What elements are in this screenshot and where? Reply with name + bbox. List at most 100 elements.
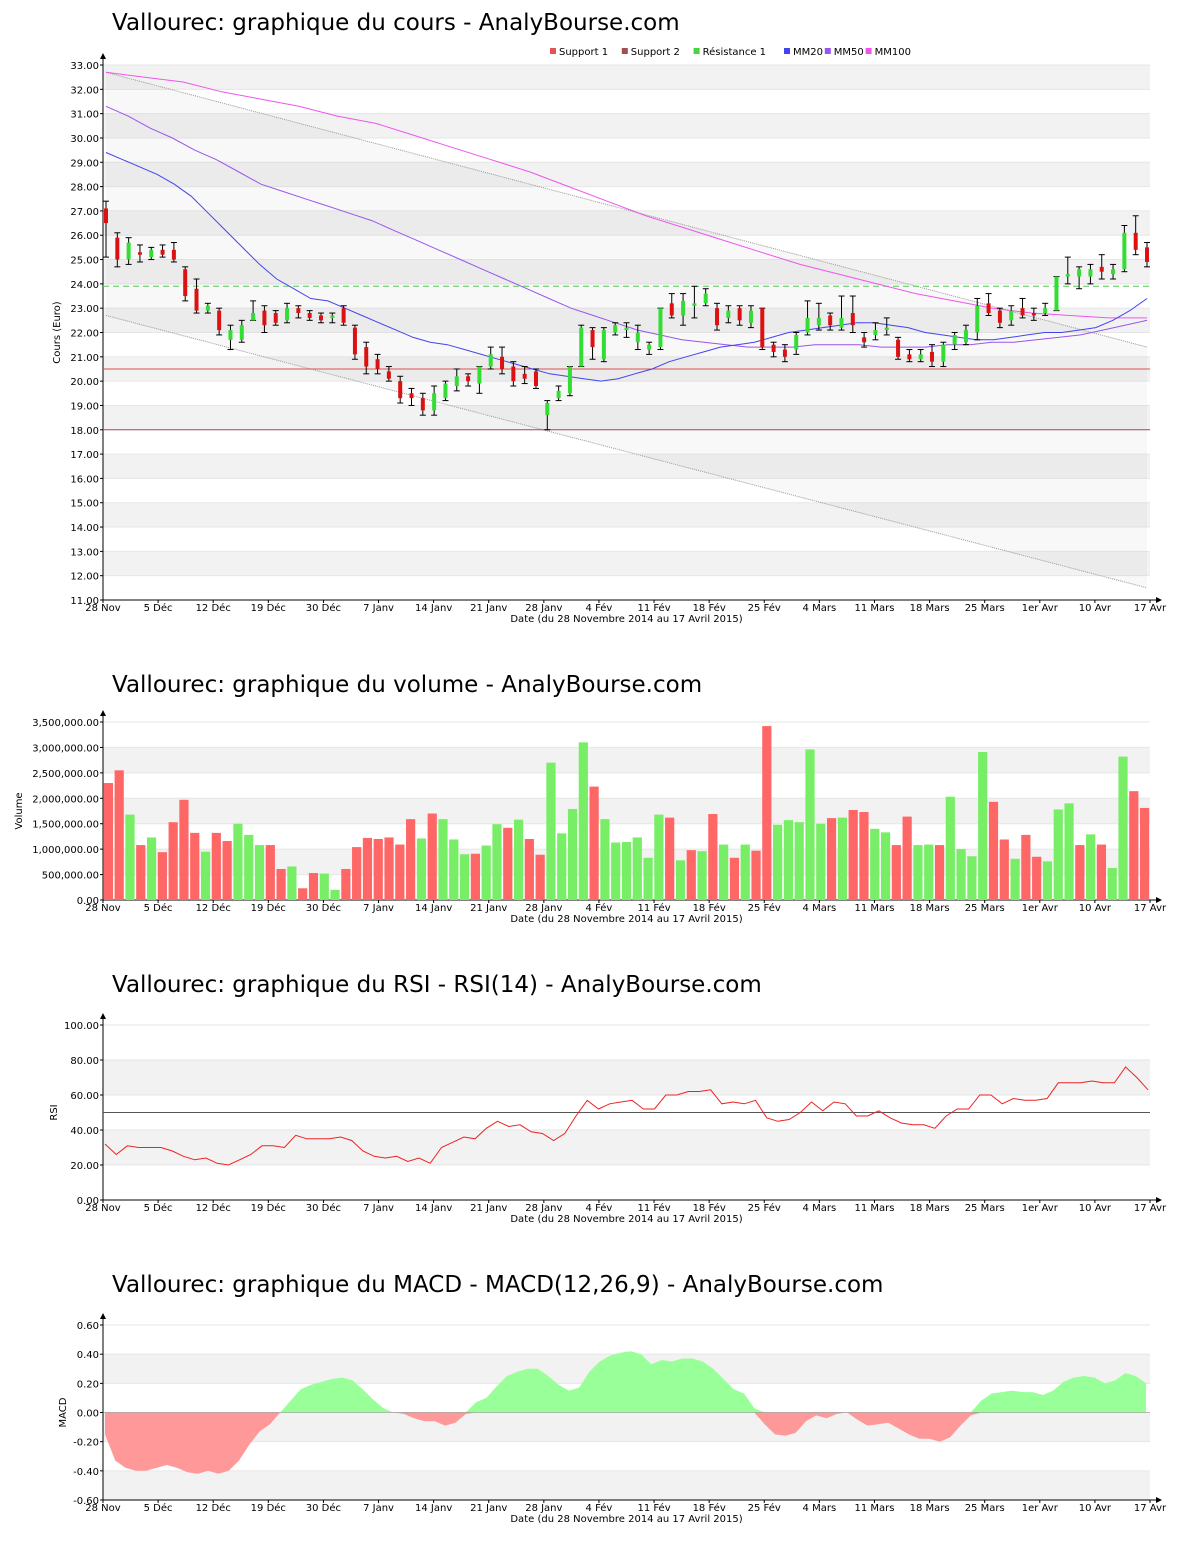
- macd-chart-panel: Vallourec: graphique du MACD - MACD(12,2…: [0, 1260, 1200, 1550]
- volume-bar: [352, 847, 362, 900]
- price-candle-body: [884, 327, 889, 331]
- volume-x-tick-label: 19 Déc: [251, 902, 286, 914]
- price-candle-body: [692, 303, 697, 306]
- volume-bar: [924, 844, 934, 900]
- volume-x-tick-label: 30 Déc: [306, 902, 341, 914]
- price-candle-body: [579, 327, 584, 367]
- volume-bar: [999, 839, 1009, 900]
- price-x-axis-arrow: [1156, 597, 1162, 603]
- price-candle-body: [251, 313, 256, 321]
- rsi-x-tick-label: 5 Déc: [144, 1202, 173, 1214]
- price-candle-body: [590, 330, 595, 348]
- volume-bar: [503, 827, 513, 900]
- macd-x-tick-label: 18 Fév: [693, 1502, 726, 1514]
- volume-x-axis-label: Date (du 28 Novembre 2014 au 17 Avril 20…: [510, 914, 742, 925]
- price-x-tick-label: 5 Déc: [144, 602, 173, 614]
- price-grid-band: [103, 454, 1150, 479]
- price-trend-upper-line: [105, 71, 1148, 348]
- macd-y-tick-label: 0.00: [77, 1409, 99, 1420]
- volume-bar: [254, 845, 265, 900]
- volume-y-axis-arrow: [100, 710, 106, 716]
- macd-x-tick-label: 4 Mars: [803, 1503, 837, 1514]
- rsi-x-tick-label: 18 Mars: [910, 1203, 950, 1214]
- volume-bar: [535, 854, 545, 900]
- price-candle-body: [1043, 308, 1048, 314]
- price-x-tick-label: 1er Avr: [1022, 603, 1059, 614]
- macd-x-tick-label: 28 Janv: [525, 1503, 562, 1514]
- volume-x-tick-label: 18 Mars: [910, 903, 950, 914]
- price-candle-body: [511, 366, 516, 382]
- price-x-tick-label: 17 Avr: [1134, 603, 1167, 614]
- volume-bar: [1075, 845, 1085, 900]
- price-legend-label: MM50: [834, 47, 864, 58]
- price-candle-body: [466, 376, 471, 382]
- rsi-x-tick-label: 4 Fév: [586, 1202, 613, 1214]
- volume-bar: [298, 888, 308, 900]
- price-legend-label: Résistance 1: [703, 46, 766, 58]
- macd-x-tick-label: 28 Nov: [85, 1503, 121, 1514]
- price-legend-swatch: [693, 48, 700, 54]
- price-x-tick-label: 28 Nov: [85, 603, 121, 614]
- price-legend-swatch: [621, 48, 628, 54]
- price-candle-body: [409, 393, 414, 399]
- volume-bar: [244, 834, 254, 900]
- macd-grid-band: [103, 1412, 1150, 1442]
- price-candle-body: [1133, 232, 1138, 250]
- rsi-x-tick-label: 28 Nov: [85, 1203, 121, 1214]
- volume-y-tick-label: 1,000,000.00: [32, 845, 99, 856]
- rsi-x-tick-label: 19 Déc: [251, 1202, 286, 1214]
- price-candle-body: [1077, 269, 1082, 277]
- price-candle-body: [624, 327, 629, 331]
- rsi-x-tick-label: 17 Avr: [1134, 1203, 1167, 1214]
- price-legend-label: MM20: [793, 47, 823, 58]
- rsi-x-tick-label: 4 Mars: [803, 1203, 837, 1214]
- volume-bar: [1140, 807, 1150, 900]
- price-y-tick-label: 30.00: [70, 134, 99, 145]
- price-x-tick-label: 11 Fév: [637, 602, 670, 614]
- volume-bar: [546, 762, 556, 900]
- volume-bar: [276, 868, 286, 900]
- macd-y-tick-label: -0.20: [73, 1438, 99, 1449]
- volume-bar: [934, 845, 945, 900]
- price-mm20-line: [105, 152, 1148, 382]
- rsi-x-tick-label: 12 Déc: [196, 1202, 231, 1214]
- volume-bar: [880, 832, 891, 900]
- price-candle-body: [386, 371, 391, 379]
- price-x-tick-label: 30 Déc: [306, 602, 341, 614]
- volume-bar: [945, 796, 955, 900]
- volume-x-tick-label: 1er Avr: [1022, 903, 1059, 914]
- price-candle-body: [613, 325, 618, 333]
- price-y-tick-label: 32.00: [70, 85, 99, 96]
- price-candle-body: [952, 334, 957, 345]
- rsi-line: [104, 1066, 1149, 1166]
- volume-bar: [459, 854, 470, 900]
- rsi-x-tick-label: 25 Mars: [965, 1203, 1005, 1214]
- price-candle-body: [1031, 313, 1036, 316]
- price-x-tick-label: 7 Janv: [363, 603, 394, 614]
- price-x-tick-label: 10 Avr: [1079, 603, 1112, 614]
- volume-bar: [406, 819, 416, 900]
- rsi-y-axis-label: RSI: [49, 1104, 60, 1120]
- price-y-tick-label: 16.00: [70, 474, 99, 485]
- volume-bar: [686, 850, 696, 900]
- volume-y-tick-label: 3,500,000.00: [32, 718, 99, 729]
- macd-x-tick-label: 21 Janv: [470, 1503, 507, 1514]
- rsi-x-axis-arrow: [1156, 1197, 1162, 1203]
- price-y-tick-label: 22.00: [70, 329, 99, 340]
- volume-bar: [978, 752, 988, 900]
- volume-y-tick-label: 3,000,000.00: [32, 743, 99, 754]
- price-y-tick-label: 20.00: [70, 377, 99, 388]
- macd-x-tick-label: 11 Fév: [637, 1502, 670, 1514]
- volume-bar: [1129, 791, 1139, 900]
- volume-bar: [1021, 834, 1031, 900]
- volume-bar: [481, 845, 491, 900]
- volume-bar: [848, 809, 858, 900]
- price-candle-body: [217, 310, 222, 331]
- volume-bar: [168, 822, 178, 900]
- price-legend-label: Support 2: [631, 47, 680, 58]
- rsi-x-tick-label: 14 Janv: [415, 1203, 452, 1214]
- price-x-tick-label: 25 Fév: [748, 602, 781, 614]
- price-candle-body: [567, 366, 572, 394]
- volume-bar: [492, 824, 502, 900]
